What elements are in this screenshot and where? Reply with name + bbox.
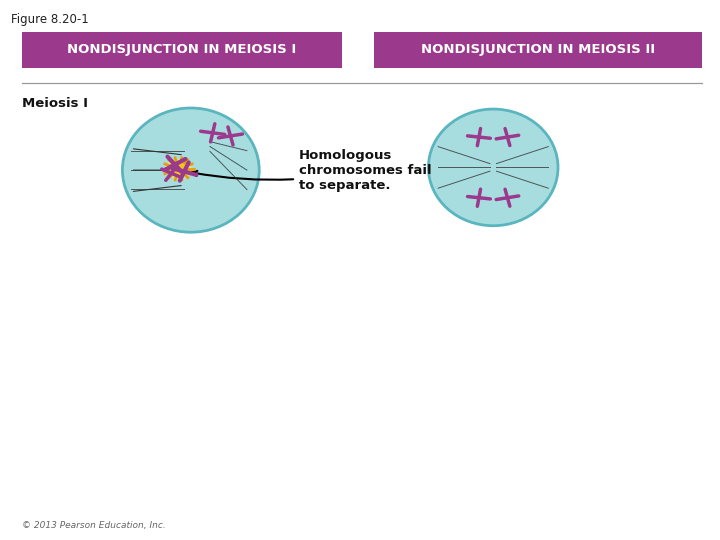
Ellipse shape (170, 163, 187, 176)
FancyBboxPatch shape (22, 68, 342, 81)
FancyBboxPatch shape (374, 68, 702, 81)
Text: NONDISJUNCTION IN MEIOSIS II: NONDISJUNCTION IN MEIOSIS II (421, 43, 655, 57)
Text: NONDISJUNCTION IN MEIOSIS I: NONDISJUNCTION IN MEIOSIS I (67, 43, 297, 57)
FancyBboxPatch shape (374, 32, 702, 68)
Ellipse shape (166, 159, 192, 179)
Text: Homologous
chromosomes fail
to separate.: Homologous chromosomes fail to separate. (192, 148, 431, 192)
Ellipse shape (428, 109, 558, 226)
Text: Meiosis I: Meiosis I (22, 97, 88, 110)
Text: © 2013 Pearson Education, Inc.: © 2013 Pearson Education, Inc. (22, 521, 166, 530)
Text: Figure 8.20-1: Figure 8.20-1 (11, 14, 89, 26)
FancyBboxPatch shape (22, 32, 342, 68)
Ellipse shape (122, 108, 259, 232)
